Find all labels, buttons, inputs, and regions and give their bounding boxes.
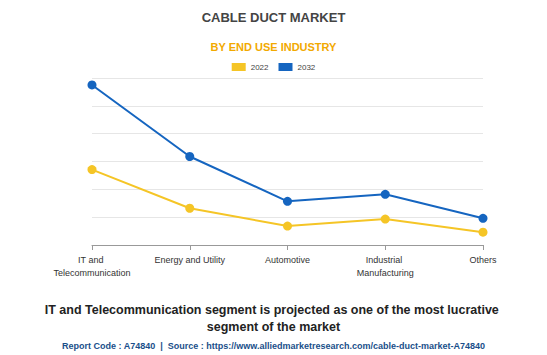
svg-text:IT and: IT and bbox=[78, 255, 106, 265]
svg-text:Manufacturing: Manufacturing bbox=[357, 268, 414, 278]
svg-text:BY END USE INDUSTRY: BY END USE INDUSTRY bbox=[211, 41, 338, 53]
svg-text:Telecommunication: Telecommunication bbox=[53, 268, 130, 278]
svg-text:2022: 2022 bbox=[251, 63, 269, 72]
svg-text:2032: 2032 bbox=[298, 63, 316, 72]
svg-text:CABLE DUCT MARKET: CABLE DUCT MARKET bbox=[202, 10, 346, 25]
svg-text:IT and Telecommunication segme: IT and Telecommunication segment is proj… bbox=[45, 303, 503, 317]
svg-text:Energy and Utility: Energy and Utility bbox=[154, 255, 225, 265]
svg-text:Industrial: Industrial bbox=[366, 255, 405, 265]
svg-text:Others: Others bbox=[469, 255, 497, 265]
svg-text:Automotive: Automotive bbox=[265, 255, 310, 265]
svg-text:segment of the market: segment of the market bbox=[207, 320, 341, 334]
svg-text:Report Code : A74840 | Sourc: Report Code : A74840 | Source : https://… bbox=[62, 341, 485, 351]
